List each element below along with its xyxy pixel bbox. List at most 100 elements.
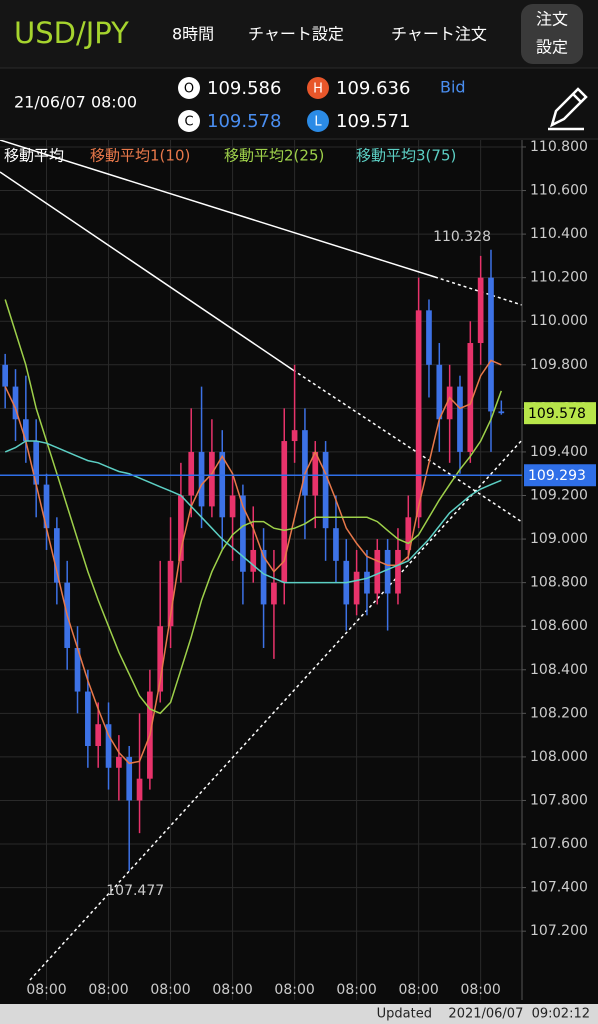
- trendlines: [0, 140, 522, 981]
- pencil-icon[interactable]: [550, 87, 588, 128]
- price-line-label: 109.293: [528, 468, 586, 484]
- candle-body: [12, 386, 19, 420]
- y-tick-label: 110.400: [530, 226, 588, 242]
- y-tick-label: 110.600: [530, 183, 588, 199]
- top-bar: [0, 0, 598, 68]
- candle-body: [477, 277, 484, 344]
- candle-body: [353, 571, 360, 605]
- candle-body: [43, 484, 50, 529]
- candle-body: [74, 647, 81, 692]
- legend-entry: 移動平均2(25): [224, 147, 324, 165]
- low-badge: [307, 110, 329, 132]
- current-price-label: 109.578: [528, 406, 586, 422]
- trendline: [0, 171, 294, 371]
- order-settings-button[interactable]: [521, 4, 583, 64]
- candle-body: [333, 528, 339, 561]
- price-line-tag: [524, 464, 596, 487]
- y-tick-label: 108.200: [530, 705, 588, 721]
- candle-body: [250, 549, 257, 572]
- chart-settings[interactable]: チャート設定: [248, 25, 344, 44]
- candle-body: [260, 549, 267, 605]
- y-tick-label: 108.800: [530, 575, 588, 591]
- order-settings-line[interactable]: 設定: [536, 38, 568, 57]
- candle-body: [281, 441, 288, 583]
- candle-body: [384, 549, 391, 594]
- candle-body: [126, 756, 133, 801]
- candle-body: [136, 778, 143, 801]
- updated-time: 2021/06/07 09:02:12: [448, 1007, 590, 1022]
- updated-label: Updated: [377, 1007, 432, 1022]
- candle-body: [302, 430, 308, 496]
- candle-body: [188, 451, 195, 496]
- y-tick-label: 109.800: [530, 357, 588, 373]
- candle-body: [446, 386, 453, 420]
- candle-body: [415, 310, 422, 518]
- candle-body: [498, 411, 505, 414]
- low-letter: L: [314, 115, 322, 130]
- y-tick-label: 108.400: [530, 662, 588, 678]
- candle-body: [157, 626, 164, 692]
- close-value: 109.578: [207, 111, 281, 132]
- moving-average-line: [4, 359, 502, 765]
- high-value: 109.636: [336, 78, 410, 99]
- legend-title: 移動平均: [4, 147, 64, 165]
- candle-body: [167, 560, 174, 627]
- low-value: 109.571: [336, 111, 410, 132]
- chart-order[interactable]: チャート注文: [391, 25, 487, 44]
- y-tick-label: 109.400: [530, 444, 588, 460]
- plot-area: [0, 140, 522, 981]
- candle-body: [178, 495, 184, 561]
- legend-entry: 移動平均1(10): [90, 147, 190, 165]
- y-tick-label: 108.000: [530, 749, 588, 765]
- symbol[interactable]: USD/JPY: [14, 16, 129, 50]
- candle-body: [457, 386, 463, 452]
- candle-body: [95, 724, 102, 747]
- candle-body: [436, 364, 443, 420]
- x-tick-label: 08:00: [150, 982, 190, 998]
- candle-body: [22, 419, 29, 442]
- trendline: [29, 439, 522, 981]
- candle-body: [105, 724, 112, 768]
- edit-button[interactable]: [548, 87, 588, 131]
- close-badge: [178, 110, 200, 132]
- candle-body: [116, 756, 122, 768]
- open-letter: O: [184, 82, 194, 97]
- legend: 移動平均1(10) 移動平均2(25) 移動平均3(75): [90, 147, 456, 165]
- price-type: Bid: [440, 78, 466, 97]
- candle-body: [33, 441, 40, 485]
- y-tick-label: 107.200: [530, 923, 588, 939]
- candle-body: [85, 691, 91, 747]
- y-tick-label: 110.000: [530, 313, 588, 329]
- candle-body: [426, 310, 432, 365]
- candle-body: [405, 517, 412, 550]
- y-tick-label: 110.800: [530, 139, 588, 155]
- x-tick-label: 08:00: [336, 982, 376, 998]
- candle-body: [364, 571, 370, 594]
- trendline-extension: [292, 369, 522, 523]
- open-badge: [178, 77, 200, 99]
- candle-body: [219, 451, 226, 518]
- candle-body: [467, 343, 474, 452]
- y-tick-label: 109.000: [530, 531, 588, 547]
- low-annotation: 107.477: [106, 883, 164, 899]
- y-tick-label: 107.400: [530, 880, 588, 896]
- candle-body: [488, 277, 494, 412]
- y-tick-label: 110.200: [530, 270, 588, 286]
- info-bar: [0, 68, 598, 140]
- x-tick-label: 08:00: [26, 982, 66, 998]
- candle-body: [198, 451, 205, 507]
- order-settings-line[interactable]: 注文: [536, 10, 568, 29]
- candle-body: [229, 495, 236, 518]
- y-tick-label: 109.200: [530, 488, 588, 504]
- candle-body: [240, 495, 246, 572]
- open-value: 109.586: [207, 78, 281, 99]
- candle-body: [54, 528, 60, 583]
- axes: 107.200 107.400 107.600 107.800 108.000 108.2…: [26, 139, 588, 998]
- timeframe[interactable]: 8時間: [172, 25, 214, 44]
- y-tick-label: 107.800: [530, 792, 588, 808]
- y-tick-label: 108.600: [530, 618, 588, 634]
- current-price-tag: [524, 402, 596, 425]
- candle-body: [395, 549, 401, 594]
